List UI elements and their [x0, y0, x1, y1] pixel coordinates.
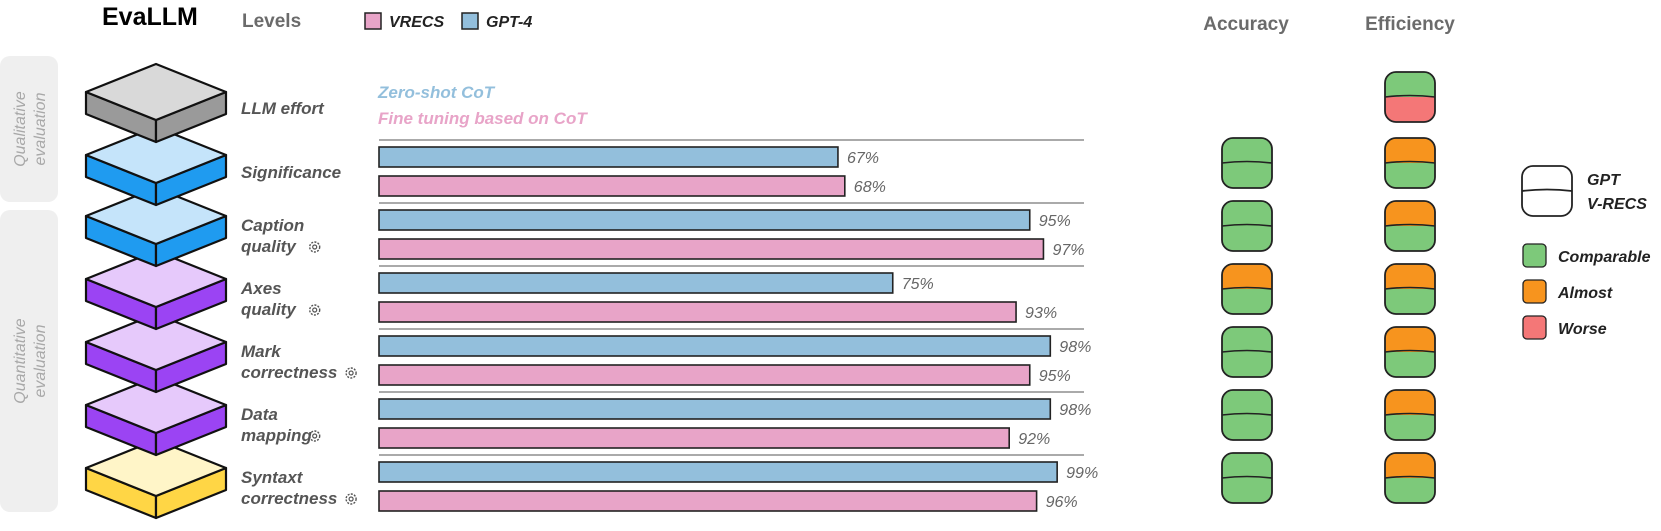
status-swatch-worse — [1522, 315, 1547, 340]
quantitative-label-line-1: Quantitative — [12, 318, 29, 403]
pill-legend-vrecs: V-RECS — [1587, 196, 1647, 213]
gear-icon — [309, 304, 321, 316]
stack-layer — [84, 186, 228, 268]
status-legend: GPT V-RECS Comparable Almost Worse — [1521, 165, 1651, 340]
gear-icon — [345, 367, 357, 379]
bar — [378, 490, 1038, 512]
bar — [378, 427, 1011, 449]
bar-value-label: 95% — [1039, 368, 1071, 385]
fine-tuning-note: Fine tuning based on CoT — [378, 109, 588, 128]
levels-header: Levels — [242, 11, 301, 32]
qualitative-label-line-1: Qualitative — [12, 91, 29, 167]
status-pill — [1221, 389, 1273, 441]
bar — [378, 335, 1052, 357]
efficiency-header: Efficiency — [1365, 14, 1455, 35]
status-pill — [1221, 452, 1273, 504]
bar-value-label: 75% — [902, 276, 934, 293]
bar-value-label: 98% — [1059, 402, 1091, 419]
stack-layer — [84, 375, 228, 457]
legend-label-vrecs: VRECS — [389, 14, 444, 31]
level-label: Syntaxt — [241, 468, 304, 487]
zero-shot-note: Zero-shot CoT — [377, 83, 496, 102]
status-pill — [1384, 452, 1436, 504]
quantitative-label-line-2: evaluation — [32, 324, 49, 397]
level-label: correctness — [241, 489, 337, 508]
level-label-llm-effort: LLM effort — [241, 99, 325, 118]
legend-label-gpt4: GPT-4 — [486, 14, 532, 31]
stack-layer — [84, 62, 228, 144]
level-label: Axes — [240, 279, 282, 298]
bar — [378, 209, 1031, 231]
bar — [378, 272, 894, 294]
level-label: Data — [241, 405, 278, 424]
bar-value-label: 99% — [1066, 465, 1098, 482]
bar — [378, 364, 1031, 386]
bar-value-label: 68% — [854, 179, 886, 196]
status-pill — [1384, 71, 1436, 123]
level-label: correctness — [241, 363, 337, 382]
bar — [378, 238, 1045, 260]
status-pill — [1221, 200, 1273, 252]
gear-icon — [309, 241, 321, 253]
status-pill — [1384, 263, 1436, 315]
layer-stack — [84, 62, 228, 520]
stack-layer — [84, 438, 228, 520]
status-pill — [1221, 137, 1273, 189]
status-label-comparable: Comparable — [1558, 249, 1651, 266]
bar-value-label: 95% — [1039, 213, 1071, 230]
stack-layer — [84, 249, 228, 331]
bar — [378, 461, 1058, 483]
bar — [378, 146, 839, 168]
legend-swatch-gpt4 — [461, 12, 479, 30]
gear-icon — [345, 493, 357, 505]
legend-swatch-vrecs — [364, 12, 382, 30]
status-pill — [1221, 263, 1273, 315]
model-legend: VRECS GPT-4 — [364, 12, 532, 31]
pill-legend-icon — [1521, 165, 1573, 217]
level-label: Mark — [241, 342, 282, 361]
status-pill — [1384, 137, 1436, 189]
bar-value-label: 98% — [1059, 339, 1091, 356]
bar-value-label: 97% — [1052, 242, 1084, 259]
status-pills — [1221, 71, 1436, 504]
level-label: mapping — [241, 426, 312, 445]
status-swatch-almost — [1522, 279, 1547, 304]
stack-layer — [84, 312, 228, 394]
status-pill — [1221, 326, 1273, 378]
qualitative-label-line-2: evaluation — [32, 92, 49, 165]
status-pill — [1384, 200, 1436, 252]
level-label: Significance — [241, 163, 341, 182]
stack-layer — [84, 125, 228, 207]
bar — [378, 175, 846, 197]
group-labels: Qualitative evaluation Quantitative eval… — [12, 91, 49, 404]
bar-value-label: 96% — [1046, 494, 1078, 511]
status-pill — [1384, 389, 1436, 441]
qualitative-group-panel — [0, 56, 58, 202]
figure-title: EvaLLM — [102, 3, 198, 31]
gear-icon — [309, 430, 321, 442]
bar — [378, 301, 1017, 323]
status-pill — [1384, 326, 1436, 378]
accuracy-header: Accuracy — [1203, 14, 1289, 35]
pill-legend-gpt: GPT — [1587, 172, 1621, 189]
status-label-worse: Worse — [1558, 321, 1607, 338]
bar-value-label: 92% — [1018, 431, 1050, 448]
level-label: quality — [241, 237, 297, 256]
bar-chart: Significance 67% 68% Caption quality 95% 97% Ax… — [240, 139, 1098, 512]
bar — [378, 398, 1052, 420]
level-label: Caption — [241, 216, 304, 235]
level-label: quality — [241, 300, 297, 319]
status-label-almost: Almost — [1557, 285, 1613, 302]
status-swatch-comparable — [1522, 243, 1547, 268]
quantitative-group-panel — [0, 210, 58, 512]
bar-value-label: 93% — [1025, 305, 1057, 322]
bar-value-label: 67% — [847, 150, 879, 167]
